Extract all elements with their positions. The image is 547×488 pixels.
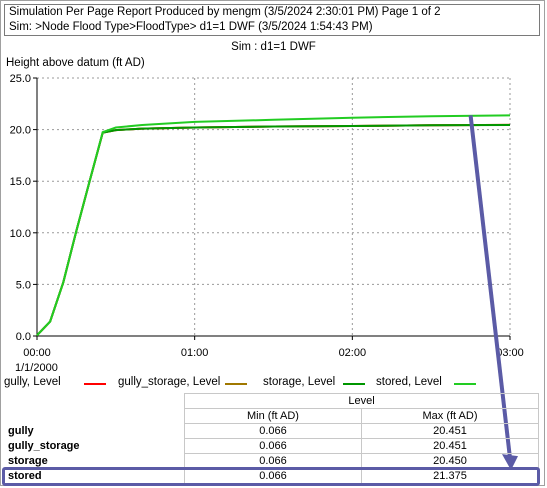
stats-table-wrap: Level Min (ft AD) Max (ft AD) gully 0.06…: [4, 393, 540, 484]
legend: gully, Level gully_storage, Level storag…: [4, 376, 544, 390]
y-axis-label: Height above datum (ft AD): [6, 57, 145, 69]
row-max: 20.451: [361, 423, 539, 439]
row-min: 0.066: [184, 438, 362, 454]
y-tick-label: 25.0: [10, 73, 31, 85]
legend-label: storage, Level: [263, 376, 336, 388]
legend-swatch: [225, 383, 247, 385]
report-header-line1: Simulation Per Page Report Produced by m…: [9, 6, 441, 18]
chart-title: Sim : d1=1 DWF: [231, 41, 316, 53]
legend-item-storage: storage, Level: [263, 376, 365, 388]
row-max: 20.451: [361, 438, 539, 454]
series-line-3: [36, 114, 511, 336]
legend-item-gully: gully, Level: [4, 376, 106, 388]
y-tick-label: 0.0: [16, 331, 31, 343]
table-row: gully 0.066 20.451: [4, 423, 539, 439]
highlight-box: [2, 467, 540, 486]
x-tick-label: 03:00: [496, 347, 524, 359]
legend-swatch: [343, 383, 365, 385]
legend-item-stored: stored, Level: [376, 376, 476, 388]
row-name: gully_storage: [8, 440, 80, 452]
x-tick-label: 00:00: [23, 347, 51, 359]
row-name: gully: [8, 425, 34, 437]
series-line-2: [36, 124, 511, 336]
legend-item-gully-storage: gully_storage, Level: [118, 376, 247, 388]
row-min: 0.066: [184, 423, 362, 439]
legend-label: stored, Level: [376, 376, 442, 388]
row-name: stored: [8, 470, 42, 482]
x-date-label: 1/1/2000: [15, 362, 58, 374]
y-tick-label: 5.0: [16, 279, 31, 291]
legend-label: gully, Level: [4, 376, 61, 388]
table-col-max: Max (ft AD): [361, 408, 539, 424]
y-tick-label: 15.0: [10, 176, 31, 188]
table-col-min: Min (ft AD): [184, 408, 362, 424]
legend-label: gully_storage, Level: [118, 376, 221, 388]
x-tick-label: 02:00: [339, 347, 367, 359]
report-header: Simulation Per Page Report Produced by m…: [4, 4, 540, 36]
legend-swatch: [454, 383, 476, 385]
table-row: gully_storage 0.066 20.451: [4, 438, 539, 454]
x-tick-label: 01:00: [181, 347, 209, 359]
series-line-0: [36, 123, 511, 336]
series-line-1: [36, 123, 511, 336]
y-tick-label: 20.0: [10, 125, 31, 137]
report-header-line2: Sim: >Node Flood Type>FloodType> d1=1 DW…: [9, 21, 373, 33]
table-group-header: Level: [184, 393, 539, 409]
row-name: storage: [8, 455, 48, 467]
table-row: storage 0.066 20.450: [4, 453, 539, 469]
table-row: stored 0.066 21.375: [4, 468, 539, 484]
stats-table: Level Min (ft AD) Max (ft AD) gully 0.06…: [4, 393, 539, 484]
legend-swatch: [84, 383, 106, 385]
y-tick-label: 10.0: [10, 228, 31, 240]
